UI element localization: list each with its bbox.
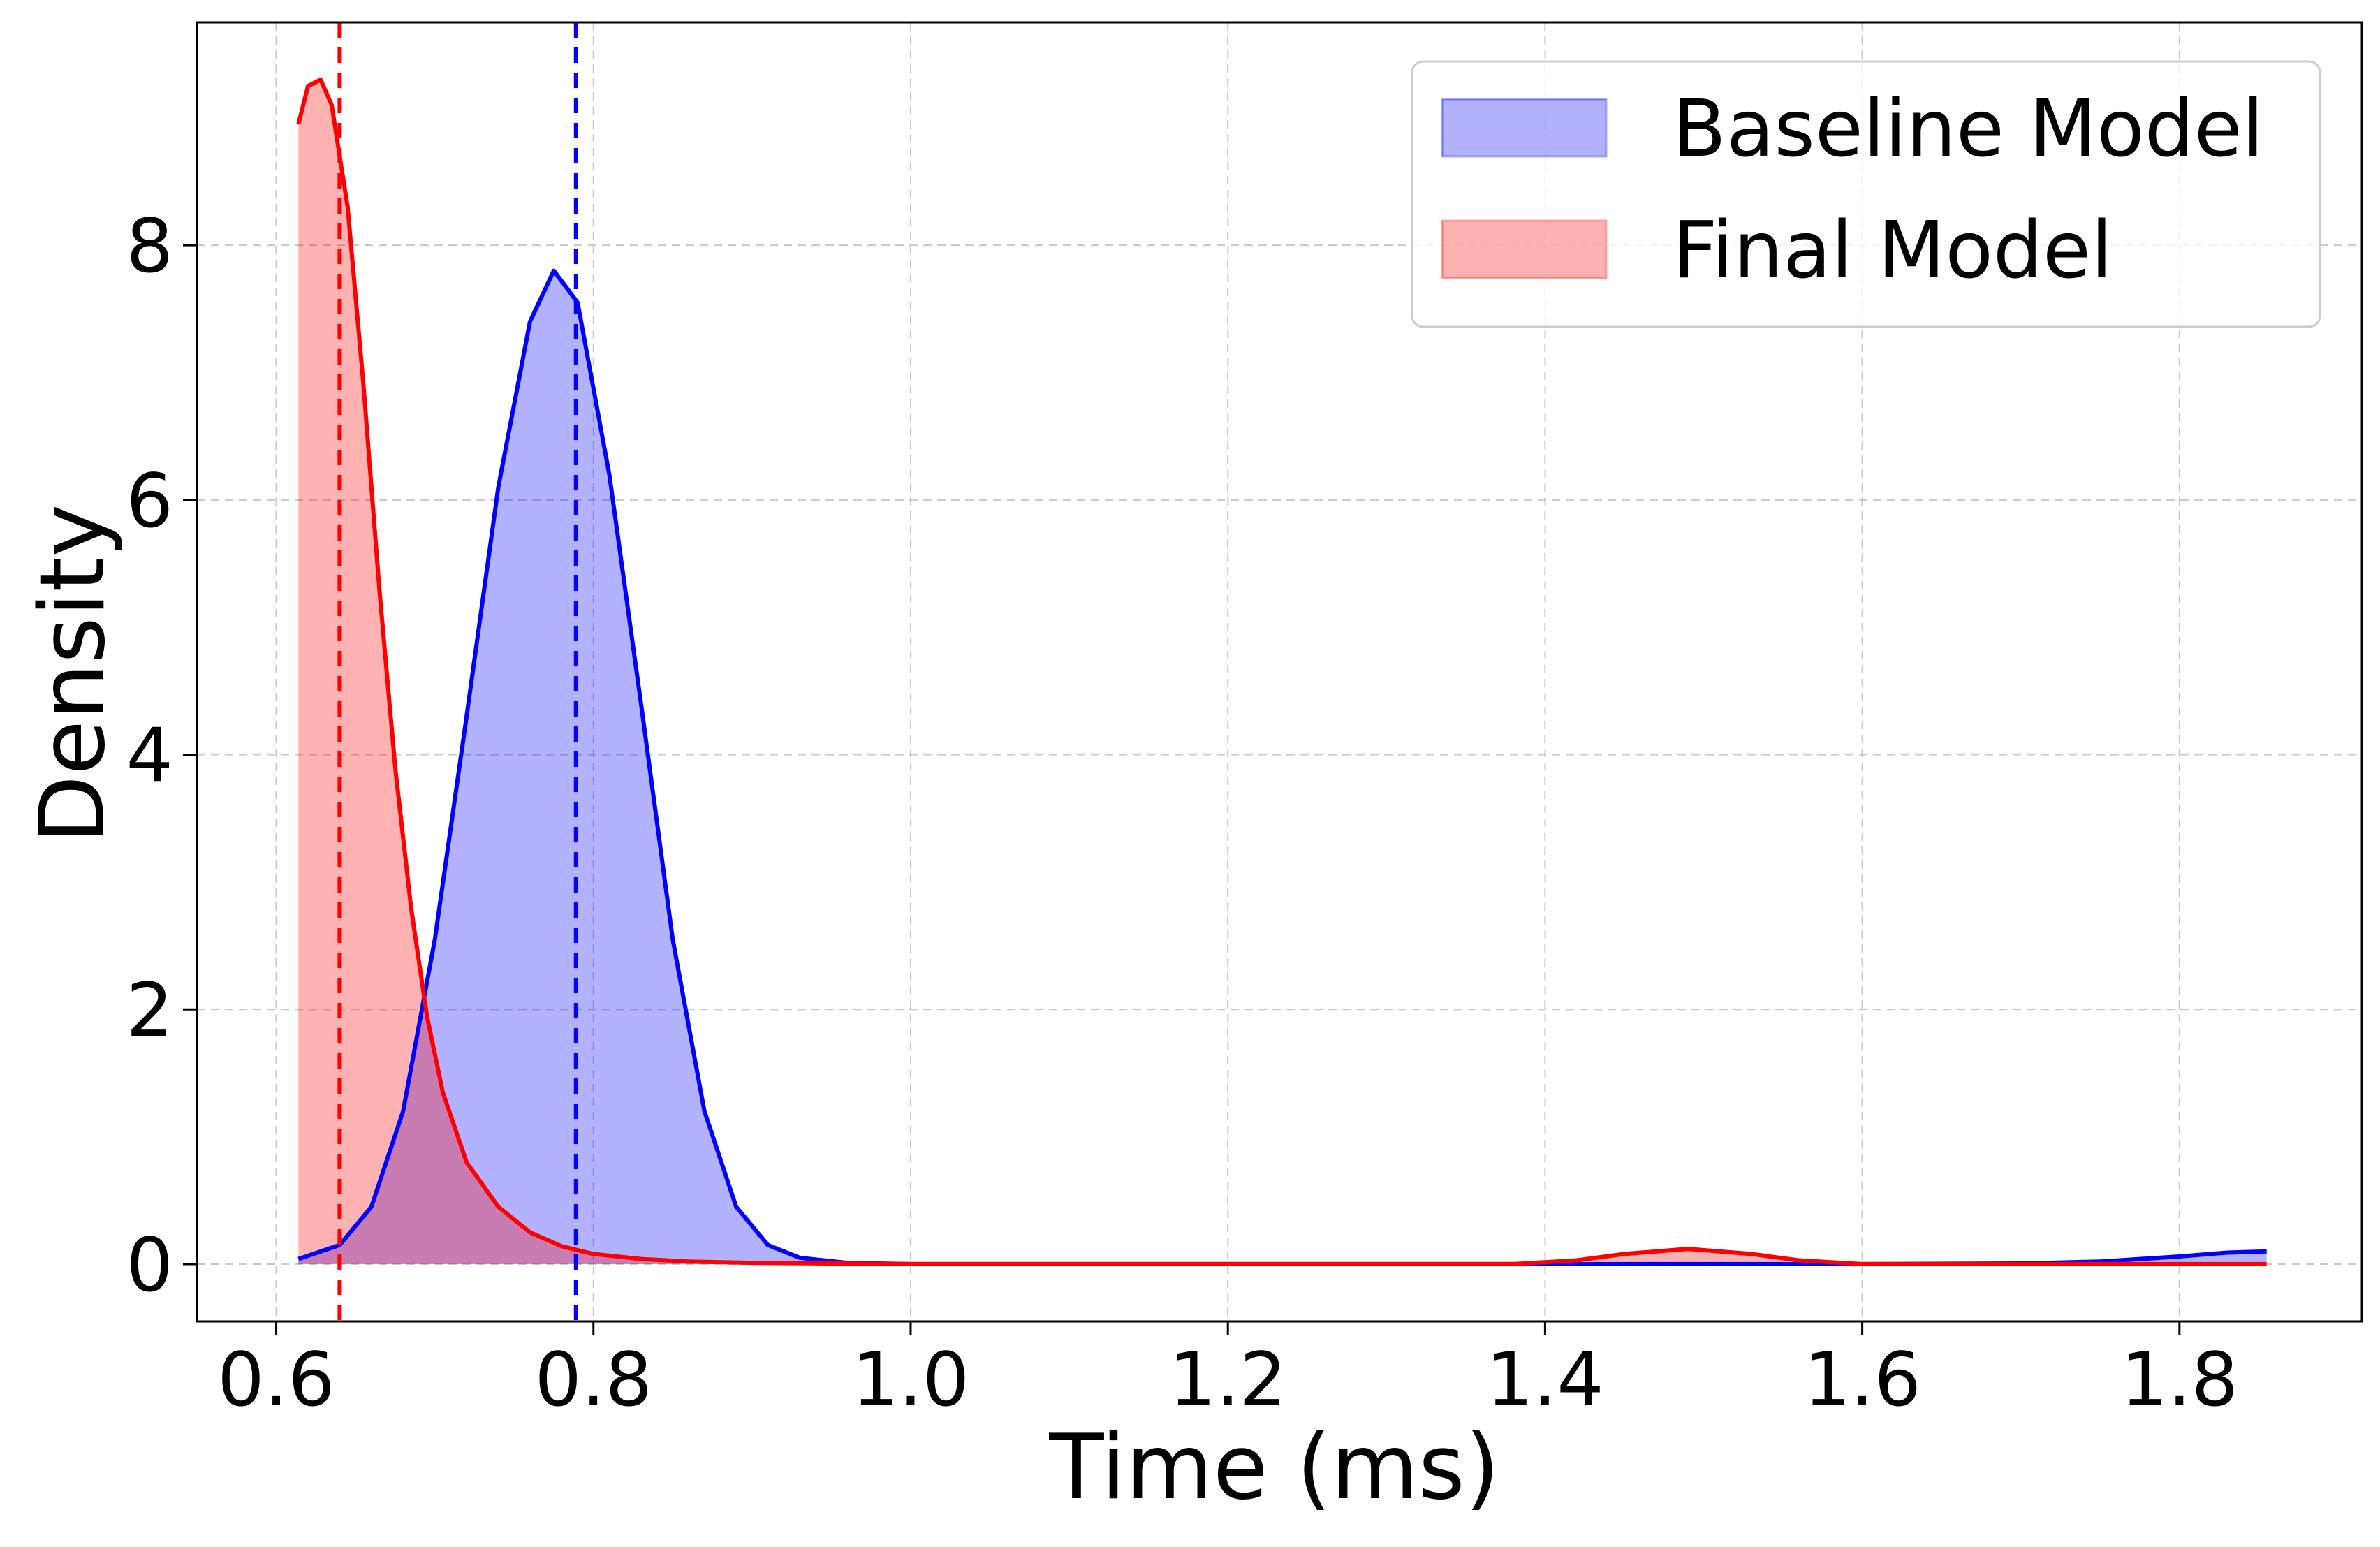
x-tick-label: 1.6 (1803, 1337, 1921, 1423)
legend-swatch-final (1441, 219, 1608, 279)
x-tick-label: 0.8 (534, 1337, 652, 1423)
mean-lines (337, 22, 578, 1321)
y-tick-label: 2 (126, 967, 173, 1053)
y-tick-label: 8 (126, 203, 173, 289)
x-axis-label: Time (ms) (1048, 1416, 1499, 1520)
x-tick-label: 1.0 (852, 1337, 970, 1423)
density-line-final (296, 78, 2267, 1266)
plot-frame (196, 21, 2363, 1323)
legend-label-baseline: Baseline Model (1673, 84, 2264, 175)
series-lines (296, 78, 2267, 1266)
y-tick-label: 4 (126, 713, 173, 799)
y-tick-label: 6 (126, 458, 173, 544)
x-tick-label: 1.4 (1486, 1337, 1604, 1423)
y-axis-label: Density (21, 504, 125, 844)
legend-entry-baseline[interactable]: Baseline Model (1441, 84, 2264, 175)
y-tick-label: 0 (126, 1222, 173, 1308)
x-tick-label: 1.2 (1169, 1337, 1287, 1423)
x-tick-label: 0.6 (217, 1337, 335, 1423)
legend[interactable]: Baseline Model Final Model (1411, 60, 2321, 328)
density-area-baseline (298, 270, 2267, 1264)
legend-entry-final[interactable]: Final Model (1441, 205, 2113, 296)
legend-label-final: Final Model (1673, 205, 2113, 296)
series-fills (298, 80, 2267, 1264)
legend-box (1411, 60, 2321, 328)
x-axis-ticks: 0.6 0.8 1.0 1.2 1.4 1.6 1.8 (217, 1321, 2238, 1423)
y-axis-ticks: 0 2 4 6 8 (126, 203, 197, 1308)
legend-swatch-baseline (1441, 98, 1608, 158)
x-tick-label: 1.8 (2121, 1337, 2239, 1423)
